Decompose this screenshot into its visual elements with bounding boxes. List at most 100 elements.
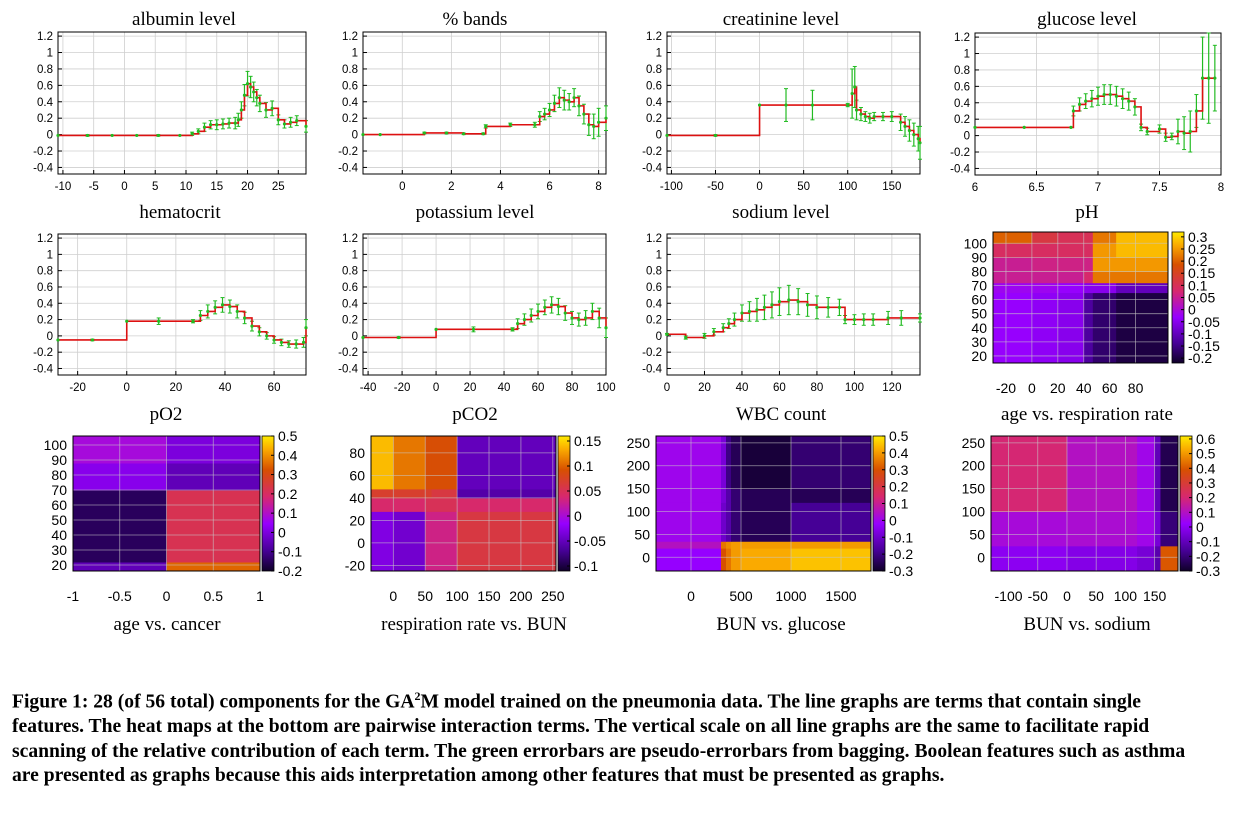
data-point [252,90,256,94]
x-tick-label: 200 [509,588,533,604]
data-point [90,338,94,342]
data-point [156,133,160,138]
heatmap-cell [431,497,458,512]
x-tick-label: 0.5 [204,588,224,604]
y-tick-label: 0 [357,535,365,551]
colorbar-tick-label: 0.2 [889,479,909,495]
y-tick-label: 0.2 [954,114,970,126]
data-point [56,338,60,342]
colorbar-tick-label: -0.2 [1188,350,1212,366]
y-tick-label: 1.2 [342,31,358,43]
chart-panel-11: BUN vs. sodium-100 -50 0 50 100 150 0 50 100 150 2… [962,431,1221,635]
data-point [973,125,977,129]
y-tick-label: 150 [962,481,986,497]
y-tick-label: 0.4 [37,97,54,109]
data-point [178,133,182,138]
heatmap-cell [991,511,1068,547]
colorbar-tick-label: 0.3 [889,462,909,478]
chart-xlabel: age vs. cancer [113,614,221,635]
x-tick-label: 80 [1128,380,1144,396]
y-tick-label: 100 [962,504,986,520]
y-tick-label: 0.2 [37,315,53,327]
heatmap-cell [721,548,727,572]
x-tick-label: 100 [838,181,857,193]
x-tick-label: 100 [845,382,864,394]
data-point [196,129,200,133]
heatmap-cell [371,497,394,512]
plot-frame [992,231,1169,364]
y-tick-label: 70 [51,482,67,498]
data-point [1157,127,1162,131]
plot-frame [666,233,921,376]
x-tick-label: 20 [464,382,477,394]
heatmap-cell [741,502,792,542]
chart-panel-2: creatinine level -100 -50 0 50 100 150 -0.4 -0.2… [642,9,922,193]
chart-panel-5: potassium level -40 -20 0 20 40 60 80 100 -0.4 -0.… [338,202,615,394]
heatmap-cell [431,436,458,490]
chart-title: potassium level [416,202,535,223]
heatmap-cell [1057,243,1085,258]
x-tick-label: 5 [152,181,158,193]
data-point [434,327,438,331]
heatmap-cell [791,436,872,490]
y-tick-label: 100 [627,504,651,520]
data-point [190,132,194,136]
heatmap-cell [1092,257,1117,272]
data-point [1207,76,1211,80]
x-tick-label: -0.5 [108,588,132,604]
y-tick-label: 150 [627,481,651,497]
data-point [529,313,533,318]
data-point [533,123,537,127]
y-tick-label: 40 [51,527,67,543]
data-point [56,133,60,138]
data-point [747,309,752,314]
data-point [557,96,561,100]
data-point [684,335,688,340]
data-point [202,125,207,129]
data-point [239,108,243,112]
colorbar-tick-label: 0.5 [1196,446,1216,462]
colorbar-tick-label: -0.05 [574,533,606,549]
data-point [604,116,608,120]
heatmap-cell [1057,232,1085,244]
y-tick-label: 0.4 [646,298,663,310]
x-tick-label: -1 [67,588,80,604]
data-point [713,133,718,138]
x-tick-label: 6 [546,181,552,193]
data-point [762,305,767,309]
y-tick-label: 0.8 [37,64,53,76]
heatmap-cell [425,436,433,490]
data-point [590,309,595,314]
colorbar-tick-label: -0.1 [278,544,302,560]
colorbar-tick-label: 0.1 [1196,504,1216,520]
y-tick-label: 0.4 [342,298,359,310]
data-point [547,108,552,112]
heatmap-cell [1083,232,1094,244]
y-tick-label: 50 [634,526,650,542]
heatmap-cell [457,488,557,499]
heatmap-cell [721,488,727,503]
data-point [1127,99,1131,103]
colorbar-tick-label: 0.05 [574,483,601,499]
heatmap-cell [1066,511,1138,547]
data-point [572,96,576,100]
heatmap-cell [1031,243,1059,258]
y-tick-label: 0.8 [342,266,358,278]
x-tick-label: 1500 [825,588,856,604]
heatmap-cells [371,436,557,572]
heatmap-cell [731,488,742,503]
data-point [543,305,547,309]
y-tick-label: -0.4 [338,363,358,375]
colorbar [557,435,571,572]
data-point [1170,134,1174,139]
data-point [235,309,239,314]
data-point [732,317,737,322]
data-point [304,124,308,128]
x-tick-label: 40 [219,382,232,394]
y-tick-label: -0.4 [642,363,662,375]
heatmap-cell [1154,545,1161,572]
heatmap-cell [425,511,433,572]
heatmap-cell [1116,232,1169,244]
heatmap-cell [731,436,742,490]
data-point [272,338,276,342]
